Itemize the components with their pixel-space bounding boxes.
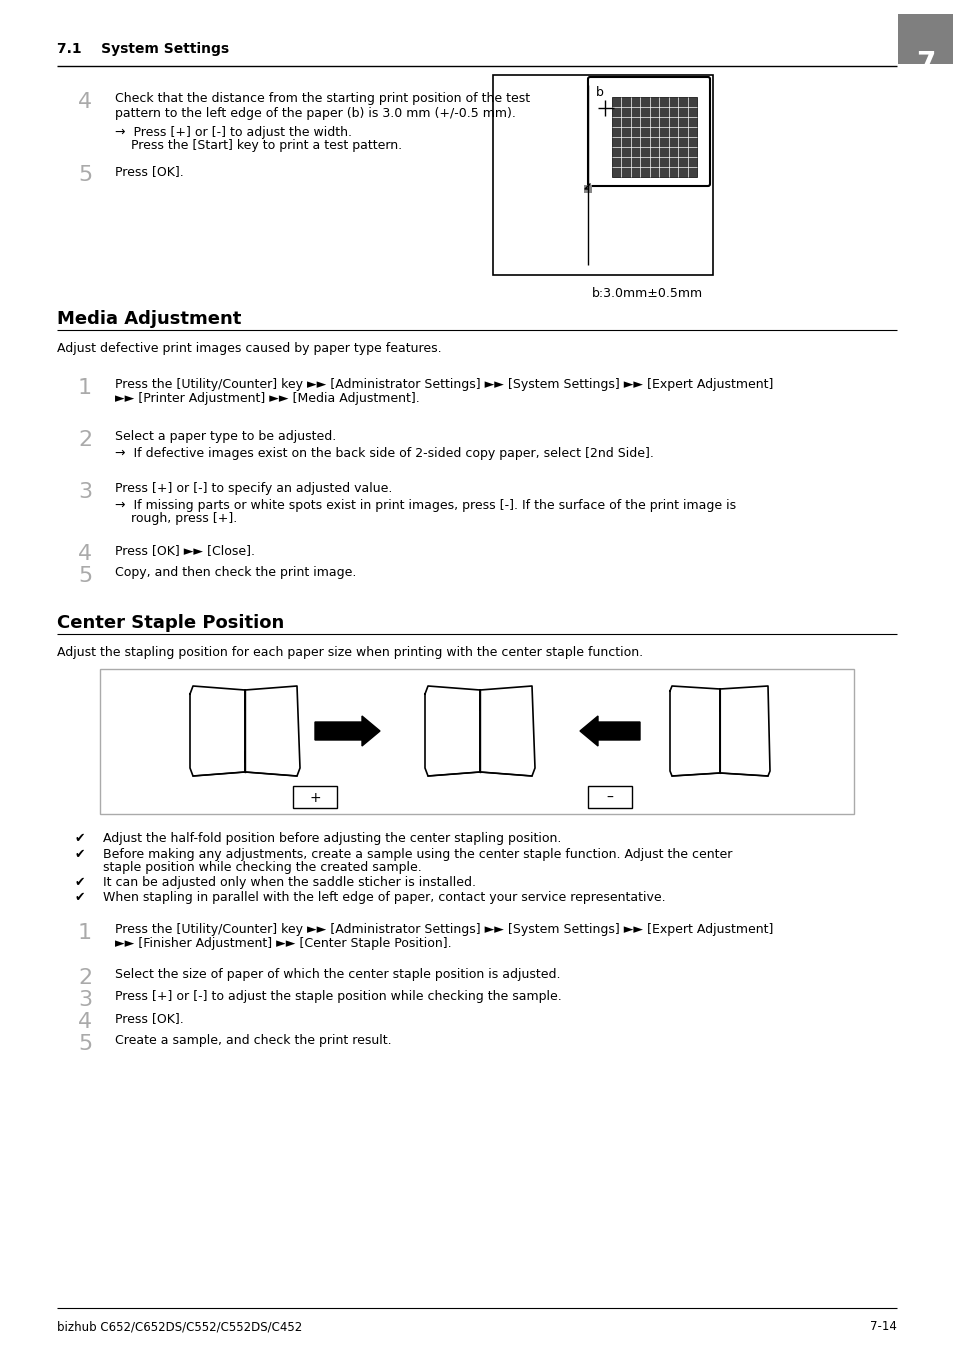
Text: Check that the distance from the starting print position of the test: Check that the distance from the startin… <box>115 92 530 105</box>
Text: Press [+] or [-] to adjust the staple position while checking the sample.: Press [+] or [-] to adjust the staple po… <box>115 990 561 1003</box>
Bar <box>612 97 697 177</box>
Text: Press [OK] ►► [Close].: Press [OK] ►► [Close]. <box>115 544 254 558</box>
Text: Select a paper type to be adjusted.: Select a paper type to be adjusted. <box>115 431 335 443</box>
Text: ✔: ✔ <box>75 848 86 861</box>
Text: 3: 3 <box>78 482 92 502</box>
Text: 4: 4 <box>78 92 92 112</box>
Bar <box>493 76 712 275</box>
Text: Copy, and then check the print image.: Copy, and then check the print image. <box>115 566 356 579</box>
Polygon shape <box>424 686 479 776</box>
Text: ►► [Finisher Adjustment] ►► [Center Staple Position].: ►► [Finisher Adjustment] ►► [Center Stap… <box>115 937 451 950</box>
Text: Center Staple Position: Center Staple Position <box>57 614 284 632</box>
Bar <box>897 14 953 63</box>
Text: 4: 4 <box>78 544 92 564</box>
Text: bizhub C652/C652DS/C552/C552DS/C452: bizhub C652/C652DS/C552/C552DS/C452 <box>57 1320 302 1332</box>
Text: b: b <box>596 86 603 99</box>
Text: staple position while checking the created sample.: staple position while checking the creat… <box>103 861 421 873</box>
Text: ✔: ✔ <box>75 832 86 845</box>
Text: When stapling in parallel with the left edge of paper, contact your service repr: When stapling in parallel with the left … <box>103 891 665 904</box>
Text: 7-14: 7-14 <box>869 1320 896 1332</box>
Polygon shape <box>669 686 720 776</box>
FancyBboxPatch shape <box>587 77 709 186</box>
Text: ✔: ✔ <box>75 876 86 890</box>
Text: Press [+] or [-] to specify an adjusted value.: Press [+] or [-] to specify an adjusted … <box>115 482 392 495</box>
Text: 5: 5 <box>78 566 92 586</box>
Text: Press [OK].: Press [OK]. <box>115 1012 184 1025</box>
Text: pattern to the left edge of the paper (b) is 3.0 mm (+/-0.5 mm).: pattern to the left edge of the paper (b… <box>115 107 516 120</box>
Text: 5: 5 <box>78 1034 92 1054</box>
Text: →  If defective images exist on the back side of 2-sided copy paper, select [2nd: → If defective images exist on the back … <box>115 447 653 460</box>
Text: 5: 5 <box>78 165 92 185</box>
Text: Adjust the half-fold position before adjusting the center stapling position.: Adjust the half-fold position before adj… <box>103 832 560 845</box>
Text: 3: 3 <box>78 990 92 1010</box>
Text: –: – <box>606 791 613 805</box>
Polygon shape <box>720 686 769 776</box>
Text: Select the size of paper of which the center staple position is adjusted.: Select the size of paper of which the ce… <box>115 968 560 981</box>
Text: Before making any adjustments, create a sample using the center staple function.: Before making any adjustments, create a … <box>103 848 732 861</box>
Text: →  If missing parts or white spots exist in print images, press [-]. If the surf: → If missing parts or white spots exist … <box>115 500 736 512</box>
Polygon shape <box>190 686 245 776</box>
Text: 4: 4 <box>78 1012 92 1031</box>
Text: 7.1    System Settings: 7.1 System Settings <box>57 42 229 55</box>
Polygon shape <box>245 686 299 776</box>
Text: Press the [Utility/Counter] key ►► [Administrator Settings] ►► [System Settings]: Press the [Utility/Counter] key ►► [Admi… <box>115 923 773 936</box>
FancyArrow shape <box>314 716 379 747</box>
Text: Press the [Utility/Counter] key ►► [Administrator Settings] ►► [System Settings]: Press the [Utility/Counter] key ►► [Admi… <box>115 378 773 392</box>
FancyArrow shape <box>579 716 639 747</box>
Text: →  Press [+] or [-] to adjust the width.: → Press [+] or [-] to adjust the width. <box>115 126 352 139</box>
Bar <box>293 786 336 809</box>
Text: 1: 1 <box>78 923 92 944</box>
Text: Create a sample, and check the print result.: Create a sample, and check the print res… <box>115 1034 392 1048</box>
Text: +: + <box>309 791 320 805</box>
Text: Adjust the stapling position for each paper size when printing with the center s: Adjust the stapling position for each pa… <box>57 647 642 659</box>
Text: 1: 1 <box>78 378 92 398</box>
Text: rough, press [+].: rough, press [+]. <box>115 512 237 525</box>
Text: Press [OK].: Press [OK]. <box>115 165 184 178</box>
Text: Media Adjustment: Media Adjustment <box>57 310 241 328</box>
Bar <box>583 185 592 193</box>
Text: 2: 2 <box>78 431 92 450</box>
Text: It can be adjusted only when the saddle sticher is installed.: It can be adjusted only when the saddle … <box>103 876 476 890</box>
Text: b:3.0mm±0.5mm: b:3.0mm±0.5mm <box>591 288 702 300</box>
Text: ✔: ✔ <box>75 891 86 904</box>
Text: 2: 2 <box>78 968 92 988</box>
Text: 7: 7 <box>915 50 935 78</box>
Text: ►► [Printer Adjustment] ►► [Media Adjustment].: ►► [Printer Adjustment] ►► [Media Adjust… <box>115 392 419 405</box>
Bar <box>587 786 631 809</box>
Bar <box>100 670 853 814</box>
Polygon shape <box>479 686 535 776</box>
Text: Adjust defective print images caused by paper type features.: Adjust defective print images caused by … <box>57 342 441 355</box>
Text: Press the [Start] key to print a test pattern.: Press the [Start] key to print a test pa… <box>115 139 402 153</box>
